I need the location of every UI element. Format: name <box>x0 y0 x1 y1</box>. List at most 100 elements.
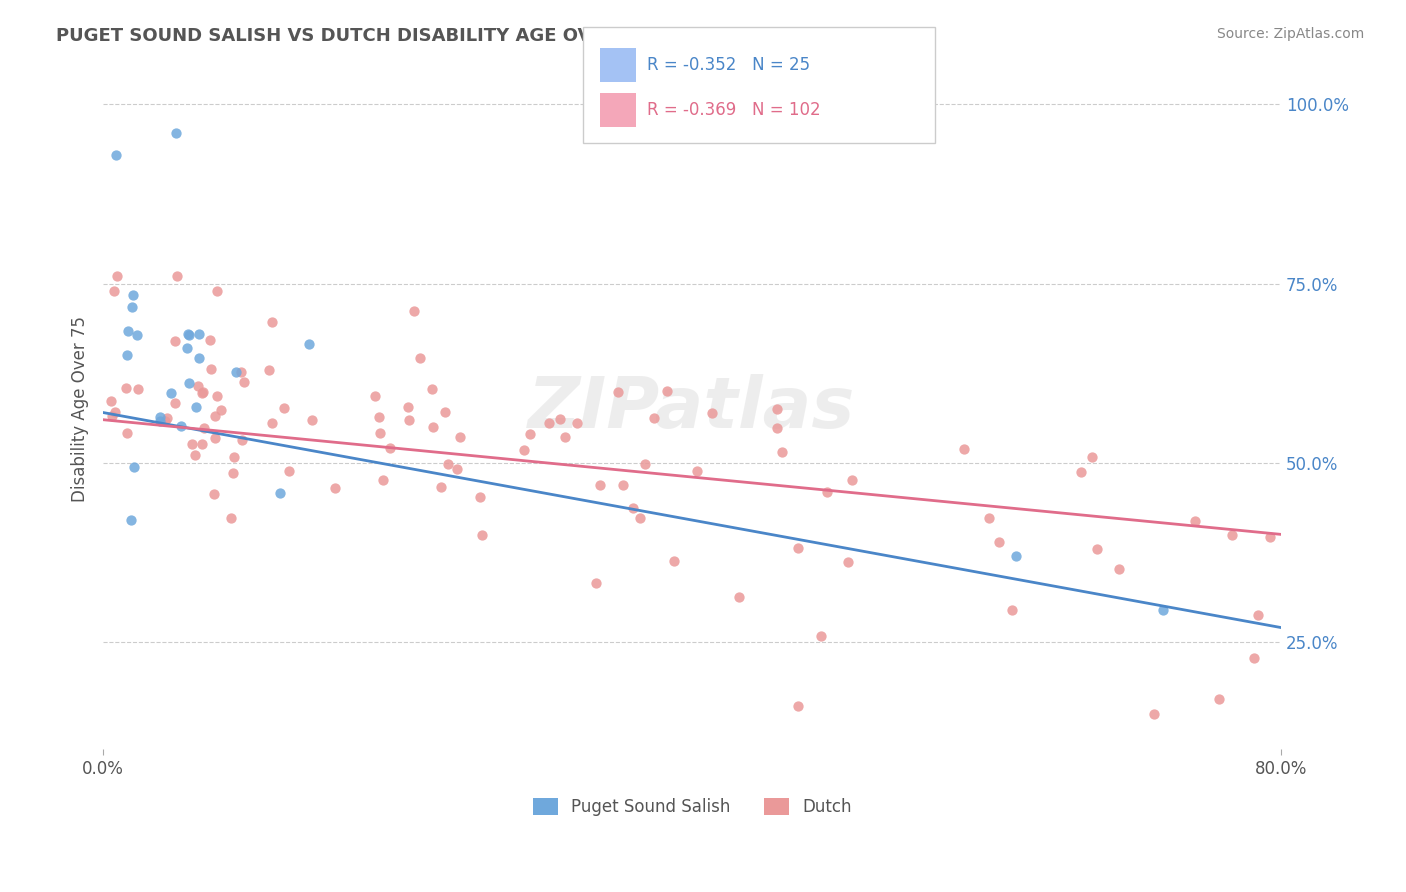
Point <box>221 511 243 525</box>
Point <box>149 410 172 425</box>
Point <box>953 442 976 456</box>
Point <box>433 405 456 419</box>
Point <box>104 405 127 419</box>
Point <box>269 486 291 500</box>
Point <box>1001 603 1024 617</box>
Point <box>1152 603 1174 617</box>
Point <box>1070 465 1092 479</box>
Point <box>810 629 832 643</box>
Point <box>184 400 207 414</box>
Point <box>159 386 181 401</box>
Point <box>114 381 136 395</box>
Point <box>548 411 571 425</box>
Point <box>702 406 724 420</box>
Point <box>262 417 284 431</box>
Point <box>1243 651 1265 665</box>
Text: Source: ZipAtlas.com: Source: ZipAtlas.com <box>1216 27 1364 41</box>
Point <box>231 434 253 448</box>
Point <box>204 409 226 423</box>
Point <box>200 361 222 376</box>
Point <box>655 384 678 398</box>
Point <box>229 365 252 379</box>
Point <box>363 389 385 403</box>
Point <box>209 403 232 417</box>
Point <box>120 513 142 527</box>
Text: R = -0.352   N = 25: R = -0.352 N = 25 <box>647 56 810 74</box>
Point <box>368 425 391 440</box>
Point <box>643 411 665 425</box>
Point <box>187 326 209 341</box>
Point <box>205 284 228 298</box>
Point <box>367 409 389 424</box>
Point <box>155 414 177 428</box>
Point <box>787 541 810 556</box>
Point <box>1005 549 1028 563</box>
Point <box>1247 607 1270 622</box>
Point <box>193 385 215 400</box>
Point <box>662 554 685 568</box>
Point <box>222 466 245 480</box>
Point <box>1184 514 1206 528</box>
Point <box>728 590 751 604</box>
Point <box>396 401 419 415</box>
Point <box>187 378 209 392</box>
Point <box>585 575 607 590</box>
Point <box>1143 706 1166 721</box>
Point <box>225 365 247 379</box>
Point <box>1220 528 1243 542</box>
Point <box>180 437 202 451</box>
Point <box>766 421 789 435</box>
Point <box>815 484 838 499</box>
Point <box>301 413 323 427</box>
Legend: Puget Sound Salish, Dutch: Puget Sound Salish, Dutch <box>526 791 858 822</box>
Point <box>634 457 657 471</box>
Point <box>122 459 145 474</box>
Text: ZIPatlas: ZIPatlas <box>529 375 856 443</box>
Point <box>1085 542 1108 557</box>
Point <box>127 382 149 396</box>
Point <box>259 363 281 377</box>
Point <box>422 420 444 434</box>
Point <box>100 394 122 409</box>
Point <box>786 699 808 714</box>
Point <box>205 389 228 403</box>
Point <box>177 376 200 391</box>
Point <box>1258 530 1281 544</box>
Point <box>298 337 321 351</box>
Point <box>166 269 188 284</box>
Point <box>117 348 139 362</box>
Point <box>430 480 453 494</box>
Point <box>121 288 143 302</box>
Point <box>117 324 139 338</box>
Point <box>184 449 207 463</box>
Point <box>148 414 170 428</box>
Point <box>628 510 651 524</box>
Point <box>471 527 494 541</box>
Point <box>190 386 212 401</box>
Point <box>766 402 789 417</box>
Point <box>277 464 299 478</box>
Point <box>373 473 395 487</box>
Point <box>156 410 179 425</box>
Point <box>104 147 127 161</box>
Point <box>165 126 187 140</box>
Point <box>165 396 187 410</box>
Point <box>612 478 634 492</box>
Point <box>323 482 346 496</box>
Point <box>232 375 254 389</box>
Point <box>100 409 122 423</box>
Point <box>977 511 1000 525</box>
Point <box>200 333 222 347</box>
Point <box>273 401 295 415</box>
Point <box>125 328 148 343</box>
Point <box>222 450 245 464</box>
Point <box>115 425 138 440</box>
Point <box>446 462 468 476</box>
Point <box>770 445 793 459</box>
Point <box>988 535 1011 549</box>
Point <box>378 442 401 456</box>
Point <box>841 473 863 487</box>
Point <box>398 413 420 427</box>
Point <box>449 430 471 444</box>
Point <box>554 430 576 444</box>
